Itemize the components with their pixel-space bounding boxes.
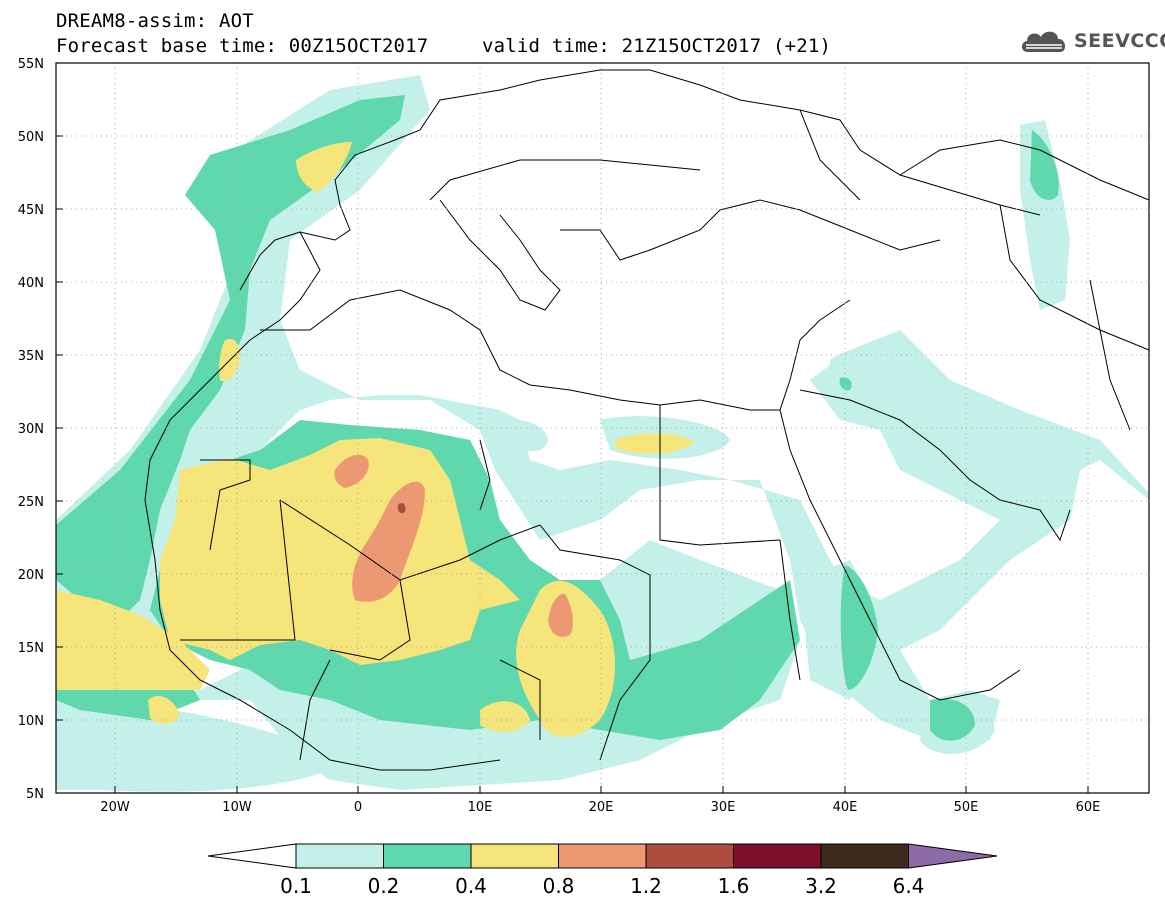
lat-label: 20N xyxy=(18,568,44,583)
colorbar-cell xyxy=(733,843,822,869)
lon-label: 50E xyxy=(954,800,979,815)
lat-label: 5N xyxy=(26,787,44,802)
lat-label: 10N xyxy=(18,714,44,729)
colorbar-cell xyxy=(383,843,472,869)
aot-contour-0.1 xyxy=(56,75,1149,792)
colorbar-cell xyxy=(820,843,909,869)
lon-label: 40E xyxy=(833,800,858,815)
lat-label: 50N xyxy=(18,130,44,145)
aot-contour-1.2 xyxy=(397,502,406,514)
lat-label: 35N xyxy=(18,349,44,364)
colorbar-cell xyxy=(908,843,998,869)
lon-label: 10W xyxy=(222,800,252,815)
lat-label: 15N xyxy=(18,641,44,656)
axis-ticks xyxy=(56,135,1089,793)
logo-text: SEEVCCC xyxy=(1074,30,1165,52)
forecast-base-time: Forecast base time: 00Z15OCT2017 xyxy=(56,35,429,57)
aot-contour-0.8 xyxy=(334,454,573,637)
colorbar-label: 1.6 xyxy=(718,874,750,898)
colorbar-cell xyxy=(558,843,647,869)
lon-label: 20W xyxy=(100,800,130,815)
lon-label: 30E xyxy=(711,800,736,815)
lat-label: 25N xyxy=(18,495,44,510)
lat-label: 40N xyxy=(18,276,44,291)
aot-field xyxy=(56,63,1149,793)
colorbar-label: 6.4 xyxy=(893,874,925,898)
colorbar-cell xyxy=(470,843,559,869)
colorbar-label: 0.4 xyxy=(455,874,487,898)
seevccc-logo: SEEVCCC xyxy=(1018,26,1165,56)
colorbar xyxy=(207,843,998,869)
graticule xyxy=(56,63,1149,793)
colorbar-label: 0.8 xyxy=(543,874,575,898)
valid-time: valid time: 21Z15OCT2017 (+21) xyxy=(482,35,832,57)
colorbar-cell xyxy=(645,843,734,869)
colorbar-label: 0.2 xyxy=(368,874,400,898)
lat-label: 55N xyxy=(18,57,44,72)
colorbar-label: 1.2 xyxy=(630,874,662,898)
latitude-labels: 55N 50N 45N 40N 35N 30N 25N 20N 15N 10N … xyxy=(18,57,44,802)
lat-label: 30N xyxy=(18,422,44,437)
lon-label: 60E xyxy=(1076,800,1101,815)
lon-label: 10E xyxy=(468,800,493,815)
colorbar-labels: 0.1 0.2 0.4 0.8 1.2 1.6 3.2 6.4 xyxy=(280,874,924,898)
aot-contour-0.4 xyxy=(56,142,695,737)
colorbar-label: 0.1 xyxy=(280,874,312,898)
cloud-icon xyxy=(1021,31,1066,52)
colorbar-cell xyxy=(207,843,297,869)
map-title: DREAM8-assim: AOT xyxy=(56,10,254,32)
lat-label: 45N xyxy=(18,203,44,218)
country-borders xyxy=(144,69,1149,771)
longitude-labels: 20W 10W 0 10E 20E 30E 40E 50E 60E xyxy=(100,800,1100,815)
colorbar-label: 3.2 xyxy=(805,874,837,898)
lon-label: 0 xyxy=(354,800,362,815)
lon-label: 20E xyxy=(589,800,614,815)
colorbar-cell xyxy=(295,843,384,869)
